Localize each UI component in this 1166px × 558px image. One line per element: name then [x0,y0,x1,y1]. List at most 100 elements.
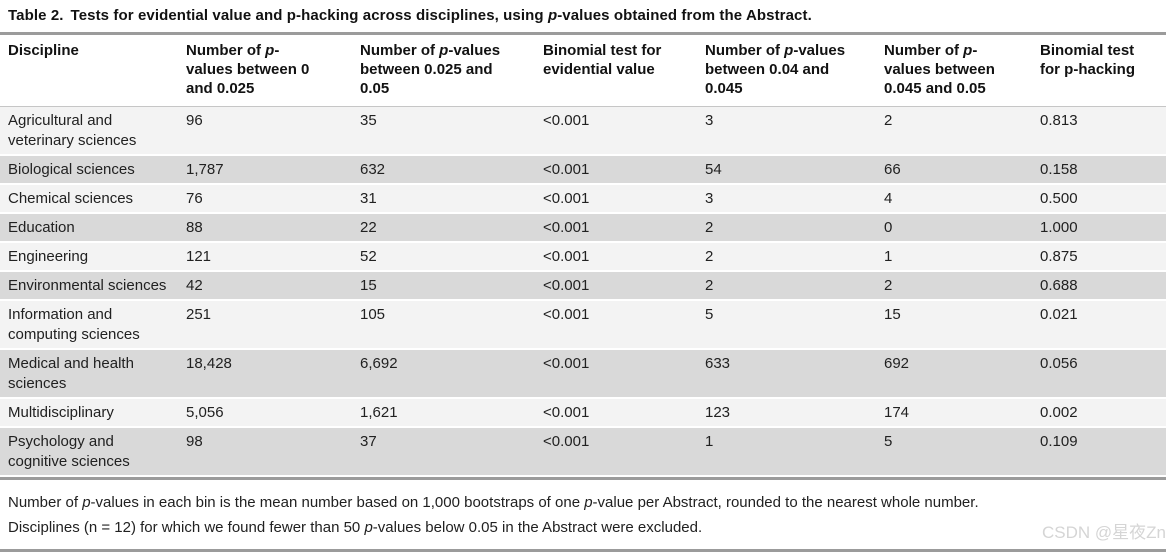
value-cell: <0.001 [535,300,697,350]
value-cell: 6,692 [352,349,535,399]
value-cell: 0.056 [1032,349,1166,399]
value-cell: 5,056 [178,398,352,428]
column-header-pvalues-0025-005: Number of p-values between 0.025 and 0.0… [352,35,535,107]
value-cell: 0.002 [1032,398,1166,428]
value-cell: <0.001 [535,155,697,185]
footer-rule [0,477,1166,480]
column-header-discipline: Discipline [0,35,178,107]
column-header-pvalues-0-0025: Number of p-values between 0 and 0.025 [178,35,352,107]
column-header-binomial-evidential: Binomial test for evidential value [535,35,697,107]
value-cell: <0.001 [535,213,697,243]
discipline-cell: Medical and health sciences [0,349,178,399]
discipline-cell: Psychology and cognitive sciences [0,427,178,477]
discipline-cell: Multidisciplinary [0,398,178,428]
bottom-rule [0,549,1166,552]
discipline-cell: Information and computing sciences [0,300,178,350]
table-body: Agricultural and veterinary sciences 96 … [0,106,1166,477]
value-cell: 0.500 [1032,184,1166,214]
footnote-line: Number of p-values in each bin is the me… [8,494,979,511]
table-footnotes: Number of p-values in each bin is the me… [0,480,1166,548]
value-cell: <0.001 [535,427,697,477]
value-cell: 1,787 [178,155,352,185]
value-cell: 0.109 [1032,427,1166,477]
value-cell: 2 [697,242,876,272]
column-header-binomial-phacking: Binomial test for p-hacking [1032,35,1166,107]
value-cell: 632 [352,155,535,185]
table-title: Table 2. Tests for evidential value and p… [0,0,1166,32]
table-row: Information and computing sciences 251 1… [0,300,1166,350]
value-cell: <0.001 [535,271,697,301]
value-cell: 1,621 [352,398,535,428]
table-row: Agricultural and veterinary sciences 96 … [0,106,1166,156]
value-cell: 5 [876,427,1032,477]
discipline-cell: Engineering [0,242,178,272]
value-cell: 174 [876,398,1032,428]
value-cell: 1 [876,242,1032,272]
value-cell: 1.000 [1032,213,1166,243]
column-header-pvalues-0045-005: Number of p-values between 0.045 and 0.0… [876,35,1032,107]
table-row: Education 88 22 <0.001 2 0 1.000 [0,213,1166,243]
value-cell: 2 [697,213,876,243]
table-title-text: Tests for evidential value and p-hacking… [70,7,812,24]
value-cell: 1 [697,427,876,477]
value-cell: 31 [352,184,535,214]
value-cell: 22 [352,213,535,243]
value-cell: 5 [697,300,876,350]
discipline-cell: Biological sciences [0,155,178,185]
value-cell: 3 [697,184,876,214]
value-cell: 0.875 [1032,242,1166,272]
column-header-pvalues-004-0045: Number of p-values between 0.04 and 0.04… [697,35,876,107]
discipline-cell: Agricultural and veterinary sciences [0,106,178,156]
discipline-cell: Education [0,213,178,243]
value-cell: 0.813 [1032,106,1166,156]
value-cell: 2 [876,271,1032,301]
results-table: Discipline Number of p-values between 0 … [0,35,1166,477]
value-cell: 0.688 [1032,271,1166,301]
value-cell: 121 [178,242,352,272]
value-cell: 0 [876,213,1032,243]
value-cell: 633 [697,349,876,399]
value-cell: <0.001 [535,106,697,156]
value-cell: 76 [178,184,352,214]
table-row: Engineering 121 52 <0.001 2 1 0.875 [0,242,1166,272]
watermark: CSDN @星夜Zn [1042,523,1166,542]
value-cell: 105 [352,300,535,350]
discipline-cell: Chemical sciences [0,184,178,214]
footnote-line: Disciplines (n = 12) for which we found … [8,519,703,536]
value-cell: <0.001 [535,184,697,214]
value-cell: 123 [697,398,876,428]
value-cell: 0.021 [1032,300,1166,350]
value-cell: 98 [178,427,352,477]
value-cell: <0.001 [535,349,697,399]
value-cell: 18,428 [178,349,352,399]
table-row: Environmental sciences 42 15 <0.001 2 2 … [0,271,1166,301]
table-title-label: Table 2. [8,7,64,24]
value-cell: 35 [352,106,535,156]
value-cell: 2 [697,271,876,301]
value-cell: 66 [876,155,1032,185]
value-cell: 692 [876,349,1032,399]
table-header: Discipline Number of p-values between 0 … [0,35,1166,107]
value-cell: 42 [178,271,352,301]
value-cell: 4 [876,184,1032,214]
value-cell: 3 [697,106,876,156]
value-cell: 0.158 [1032,155,1166,185]
value-cell: 15 [876,300,1032,350]
value-cell: 96 [178,106,352,156]
value-cell: 37 [352,427,535,477]
value-cell: 15 [352,271,535,301]
top-rule [0,32,1166,35]
value-cell: 2 [876,106,1032,156]
value-cell: 52 [352,242,535,272]
table-row: Psychology and cognitive sciences 98 37 … [0,427,1166,477]
table-row: Biological sciences 1,787 632 <0.001 54 … [0,155,1166,185]
table-row: Chemical sciences 76 31 <0.001 3 4 0.500 [0,184,1166,214]
discipline-cell: Environmental sciences [0,271,178,301]
value-cell: 54 [697,155,876,185]
value-cell: <0.001 [535,398,697,428]
table-row: Medical and health sciences 18,428 6,692… [0,349,1166,399]
header-row: Discipline Number of p-values between 0 … [0,35,1166,107]
value-cell: 251 [178,300,352,350]
table-row: Multidisciplinary 5,056 1,621 <0.001 123… [0,398,1166,428]
value-cell: <0.001 [535,242,697,272]
